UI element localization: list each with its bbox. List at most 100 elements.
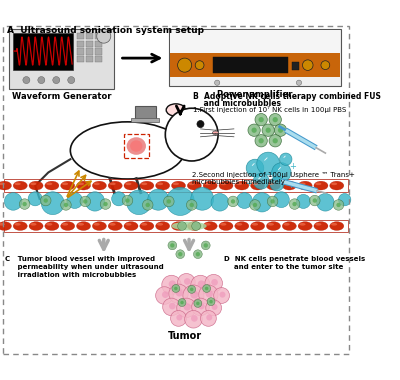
Text: 2.Second injection of 100µl Usphere ™ Trans+: 2.Second injection of 100µl Usphere ™ Tr… xyxy=(192,173,354,179)
Circle shape xyxy=(266,128,271,133)
Circle shape xyxy=(174,287,178,290)
Circle shape xyxy=(67,193,83,209)
Bar xyxy=(170,53,340,78)
Circle shape xyxy=(44,198,48,203)
Ellipse shape xyxy=(61,222,75,230)
Bar xyxy=(86,33,93,39)
Text: B  Adoptive NK cells therapy combined FUS: B Adoptive NK cells therapy combined FUS xyxy=(194,92,381,101)
Ellipse shape xyxy=(13,222,27,230)
Text: A  Ultrasound sonication system setup: A Ultrasound sonication system setup xyxy=(7,25,204,35)
Ellipse shape xyxy=(127,137,146,155)
Circle shape xyxy=(280,153,292,165)
Ellipse shape xyxy=(252,223,258,226)
Circle shape xyxy=(204,243,208,248)
Circle shape xyxy=(333,200,344,210)
Circle shape xyxy=(162,275,181,294)
Bar xyxy=(4,220,348,232)
Circle shape xyxy=(166,187,194,215)
Circle shape xyxy=(83,199,88,204)
Ellipse shape xyxy=(94,223,100,226)
Circle shape xyxy=(289,199,300,209)
Text: D  NK cells penetrate blood vessels: D NK cells penetrate blood vessels xyxy=(224,256,366,262)
Bar xyxy=(131,118,159,122)
Circle shape xyxy=(165,108,218,161)
Circle shape xyxy=(292,202,297,206)
Ellipse shape xyxy=(0,181,12,190)
Circle shape xyxy=(80,196,90,207)
Ellipse shape xyxy=(70,122,185,179)
Ellipse shape xyxy=(124,181,138,190)
Text: and microbubbles: and microbubbles xyxy=(194,98,282,108)
Ellipse shape xyxy=(282,181,296,190)
Ellipse shape xyxy=(266,181,280,190)
Circle shape xyxy=(61,200,71,210)
Circle shape xyxy=(211,279,218,286)
Circle shape xyxy=(296,195,310,209)
Bar xyxy=(77,33,84,39)
Circle shape xyxy=(197,120,204,128)
Ellipse shape xyxy=(140,181,154,190)
Circle shape xyxy=(164,196,174,207)
Ellipse shape xyxy=(172,222,207,230)
Bar xyxy=(169,29,341,86)
Circle shape xyxy=(209,300,213,304)
Ellipse shape xyxy=(212,131,218,135)
Circle shape xyxy=(146,203,150,207)
Ellipse shape xyxy=(251,222,265,230)
Circle shape xyxy=(192,298,209,316)
Circle shape xyxy=(196,302,200,305)
Bar xyxy=(95,56,102,62)
Circle shape xyxy=(190,288,194,291)
Bar xyxy=(134,106,156,120)
Ellipse shape xyxy=(157,182,163,185)
Ellipse shape xyxy=(141,223,147,226)
Circle shape xyxy=(336,203,341,207)
Circle shape xyxy=(198,303,205,309)
Circle shape xyxy=(262,124,274,136)
Ellipse shape xyxy=(189,223,195,226)
Ellipse shape xyxy=(0,223,5,226)
Bar xyxy=(86,41,93,47)
Circle shape xyxy=(252,193,272,212)
Circle shape xyxy=(156,287,173,304)
Ellipse shape xyxy=(45,222,59,230)
Text: irradiation with microbubbles: irradiation with microbubbles xyxy=(5,272,136,278)
Circle shape xyxy=(246,159,264,177)
Circle shape xyxy=(170,310,186,326)
Ellipse shape xyxy=(268,223,274,226)
Ellipse shape xyxy=(203,222,217,230)
Ellipse shape xyxy=(298,181,312,190)
Circle shape xyxy=(103,202,108,206)
Ellipse shape xyxy=(124,222,138,230)
Ellipse shape xyxy=(14,182,21,185)
Ellipse shape xyxy=(78,223,84,226)
Circle shape xyxy=(41,192,64,215)
Ellipse shape xyxy=(315,223,321,226)
Circle shape xyxy=(272,138,278,143)
Circle shape xyxy=(207,298,215,306)
Ellipse shape xyxy=(166,104,186,116)
Ellipse shape xyxy=(284,182,290,185)
Ellipse shape xyxy=(173,223,179,226)
Circle shape xyxy=(169,280,176,288)
Circle shape xyxy=(205,287,208,290)
Circle shape xyxy=(274,192,289,207)
Circle shape xyxy=(270,199,275,204)
Circle shape xyxy=(64,203,68,207)
Text: C   Tumor blood vessel with improved: C Tumor blood vessel with improved xyxy=(5,256,156,262)
Circle shape xyxy=(250,200,260,210)
Bar xyxy=(95,33,102,39)
Circle shape xyxy=(211,193,229,211)
Circle shape xyxy=(272,163,291,182)
Circle shape xyxy=(236,193,252,209)
Ellipse shape xyxy=(14,223,21,226)
Circle shape xyxy=(162,291,169,298)
Bar xyxy=(77,56,84,62)
Circle shape xyxy=(253,173,269,189)
Ellipse shape xyxy=(46,223,52,226)
Text: permeability when under ultrasound: permeability when under ultrasound xyxy=(5,264,164,270)
Circle shape xyxy=(4,193,22,210)
Ellipse shape xyxy=(252,182,258,185)
Circle shape xyxy=(201,241,210,250)
Circle shape xyxy=(176,250,185,258)
